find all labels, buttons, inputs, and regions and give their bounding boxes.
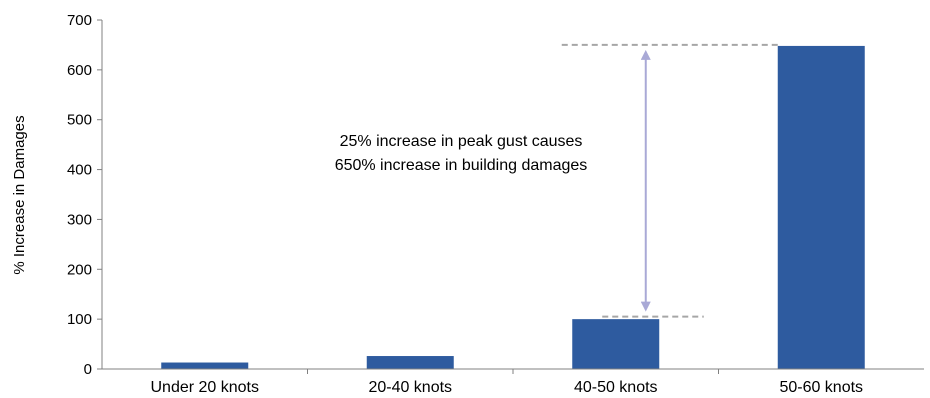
y-tick-label: 300 [67,211,92,228]
bar-1 [366,356,454,369]
annotation-line-2: 650% increase in building damages [335,157,588,174]
x-axis-labels: Under 20 knots 20-40 knots 40-50 knots 50-6… [150,369,863,396]
bar-3 [777,45,865,369]
y-axis-ticks: 0 100 200 300 400 500 600 700 [67,12,102,378]
y-tick-label: 700 [67,12,92,29]
x-tick-label: 40-50 knots [574,379,658,396]
y-tick-label: 100 [67,311,92,328]
y-tick-label: 400 [67,162,92,179]
y-tick-label: 600 [67,62,92,79]
y-tick-label: 0 [84,361,92,378]
y-tick-label: 200 [67,261,92,278]
annotation-line-1: 25% increase in peak gust causes [340,133,583,150]
bar-2 [572,319,660,369]
x-tick-label: 20-40 knots [368,379,452,396]
x-tick-label: Under 20 knots [150,379,259,396]
x-tick-label: 50-60 knots [779,379,863,396]
bar-0 [161,362,249,369]
y-axis-title: % Increase in Damages [11,115,28,274]
bars [161,45,865,369]
y-tick-label: 500 [67,112,92,129]
